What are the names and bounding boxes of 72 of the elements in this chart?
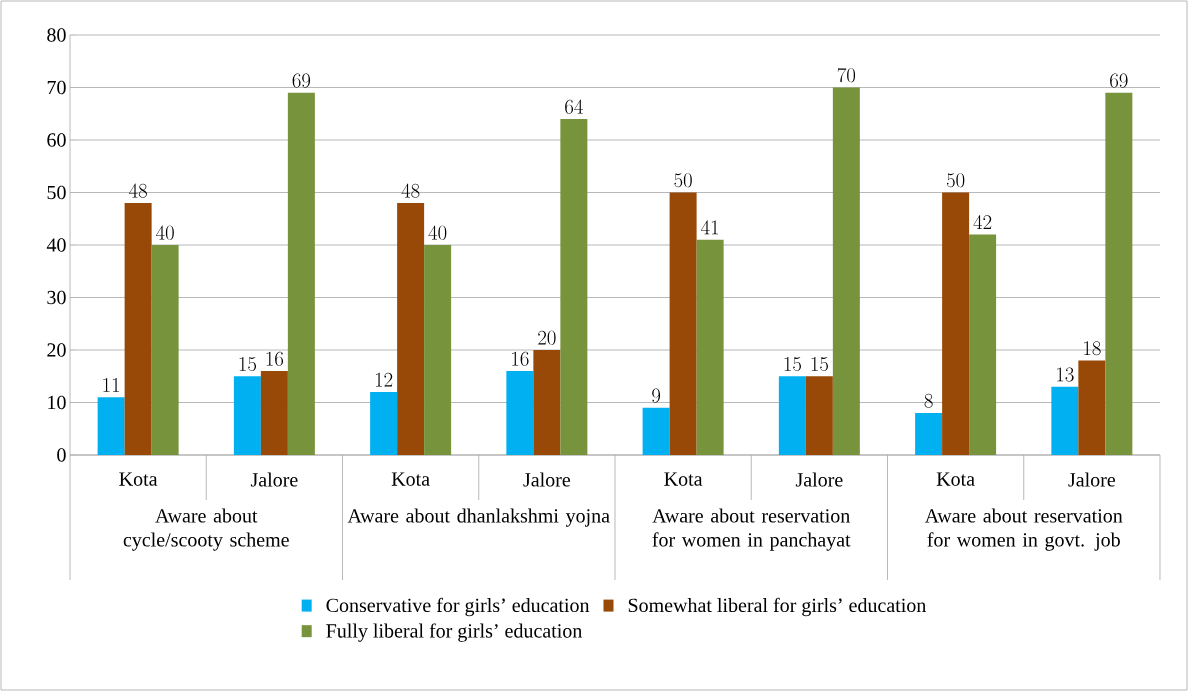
data-label: 18 — [1084, 341, 1101, 356]
data-label: 40 — [428, 225, 447, 240]
data-label: 42 — [973, 215, 992, 229]
x-tick-label: Kota — [119, 472, 158, 486]
x-tick-label: Jalore — [523, 472, 571, 487]
data-label: 8 — [924, 393, 933, 408]
bar — [969, 234, 997, 455]
data-label: 50 — [674, 173, 692, 188]
bar — [260, 371, 288, 455]
text: Aware about dhanlakshmi yojna — [347, 508, 610, 527]
bar — [669, 192, 697, 455]
bar — [805, 376, 833, 455]
y-tick-label: 80 — [47, 28, 66, 42]
data-label: 50 — [946, 173, 965, 188]
data-label: 15 — [239, 357, 256, 372]
bar — [1051, 386, 1079, 455]
bar — [778, 376, 806, 455]
data-label: 69 — [1110, 73, 1128, 88]
y-tick-label: 10 — [48, 395, 66, 410]
text: Aware about reservation for women in govt. job — [924, 508, 1123, 551]
y-tick-label: 40 — [46, 238, 66, 252]
y-tick-label: 50 — [47, 185, 66, 200]
bar — [1105, 92, 1133, 455]
bar — [1078, 360, 1106, 455]
data-label: 15 — [811, 357, 828, 372]
data-label: 70 — [837, 67, 856, 83]
bar — [124, 203, 152, 455]
data-label: 41 — [701, 220, 719, 235]
bar — [642, 407, 670, 455]
data-label: 12 — [375, 372, 393, 387]
data-label: 64 — [565, 99, 583, 114]
bar — [696, 239, 724, 455]
bar — [832, 87, 860, 455]
text: Aware about reservation for women in panchayat — [652, 508, 851, 551]
bar — [506, 371, 534, 455]
bar — [287, 92, 315, 455]
x-tick-label: Jalore — [1068, 472, 1116, 487]
data-label: 20 — [538, 330, 556, 345]
data-label: 9 — [652, 388, 661, 403]
y-tick-label: 70 — [47, 80, 66, 95]
bar — [233, 376, 261, 455]
text: Aware about cycle/scooty scheme — [123, 508, 289, 551]
bar — [397, 203, 425, 455]
bar — [424, 245, 452, 455]
x-tick-label: Kota — [936, 472, 975, 486]
data-label: 48 — [401, 183, 420, 198]
legend-label: Conservative for girls’ education — [326, 597, 590, 617]
bar — [560, 119, 588, 455]
data-label: 48 — [129, 183, 147, 198]
data-label: 16 — [266, 351, 284, 366]
data-label: 15 — [784, 357, 801, 372]
x-tick-label: Jalore — [795, 472, 843, 487]
legend-label: Fully liberal for girls’ education — [326, 623, 583, 642]
y-tick-label: 60 — [47, 133, 66, 147]
y-tick-label: 20 — [47, 343, 66, 357]
data-label: 11 — [103, 378, 120, 392]
x-tick-label: Kota — [664, 472, 703, 486]
legend-label: Somewhat liberal for girls’ education — [628, 597, 927, 617]
data-label: 69 — [292, 73, 311, 88]
x-tick-label: Kota — [391, 472, 430, 486]
y-tick-label: 0 — [57, 448, 66, 462]
bar — [533, 350, 561, 455]
bar — [915, 413, 943, 455]
bar — [370, 392, 398, 455]
data-label: 40 — [156, 225, 174, 240]
y-tick-label: 30 — [47, 290, 66, 305]
bar — [151, 245, 179, 455]
data-label: 16 — [512, 351, 529, 366]
data-label: 13 — [1057, 367, 1074, 382]
x-tick-label: Jalore — [250, 472, 298, 487]
bar — [942, 192, 970, 455]
bar — [97, 397, 125, 455]
